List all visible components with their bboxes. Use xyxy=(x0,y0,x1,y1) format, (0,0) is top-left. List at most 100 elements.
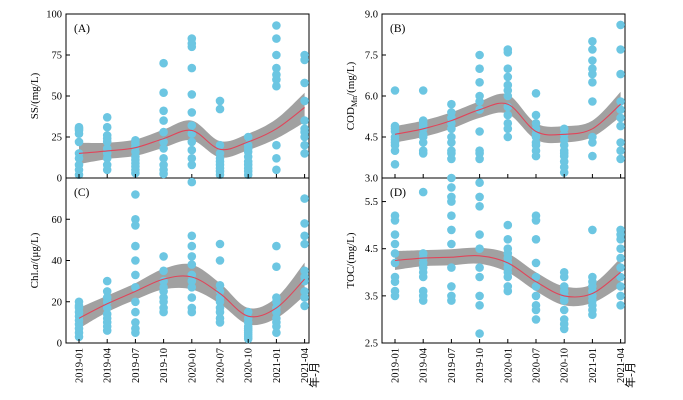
data-point xyxy=(272,297,281,307)
data-point xyxy=(300,149,309,158)
data-point xyxy=(159,169,168,179)
y-tick-label: 7.5 xyxy=(365,51,378,62)
data-point xyxy=(616,272,625,282)
data-point xyxy=(159,127,168,137)
x-tick-label: 2021-04 xyxy=(616,347,627,383)
data-point xyxy=(272,63,281,73)
x-tick-label: 2019-01 xyxy=(75,348,86,383)
x-tick-label: 2020-01 xyxy=(187,348,198,383)
y-tick-label: 2.5 xyxy=(365,339,378,350)
data-point xyxy=(447,124,456,134)
data-point xyxy=(447,225,456,235)
data-point xyxy=(187,283,197,292)
data-point xyxy=(74,137,84,147)
y-axis-label: SS/(mg/L) xyxy=(29,72,41,119)
data-point xyxy=(102,154,112,163)
data-point xyxy=(102,326,112,335)
data-point xyxy=(300,96,309,106)
data-point xyxy=(616,113,625,123)
data-point xyxy=(215,104,225,114)
data-point xyxy=(187,63,197,73)
data-point xyxy=(475,154,484,164)
x-tick-labels-left: 2019-01 2019-04 2019-07 2019-10 2020-01 2020-… xyxy=(75,347,312,383)
data-point xyxy=(475,127,484,136)
data-point xyxy=(531,258,541,268)
data-point xyxy=(300,116,309,125)
data-point xyxy=(503,235,513,244)
data-point xyxy=(159,266,168,276)
data-point xyxy=(390,277,400,287)
data-point xyxy=(475,263,484,272)
data-point xyxy=(588,225,597,235)
data-point xyxy=(447,173,456,183)
data-point xyxy=(616,235,625,244)
data-point xyxy=(300,78,309,88)
data-point xyxy=(215,96,225,106)
data-point xyxy=(447,154,456,164)
data-point xyxy=(588,45,597,54)
data-point xyxy=(390,146,400,155)
y-tick-label: 40 xyxy=(52,256,63,267)
data-point xyxy=(475,64,484,73)
data-point xyxy=(187,121,197,130)
data-point xyxy=(503,72,513,82)
data-point xyxy=(475,78,484,87)
data-point xyxy=(616,282,625,291)
data-point xyxy=(131,297,140,307)
data-point xyxy=(475,202,484,211)
data-point xyxy=(159,116,168,125)
data-point xyxy=(418,138,428,147)
data-point xyxy=(447,296,456,305)
x-unit-label-left: 年-月 xyxy=(307,362,321,388)
data-point xyxy=(300,266,309,276)
data-point xyxy=(159,287,168,296)
data-point xyxy=(418,86,428,95)
data-point xyxy=(215,239,225,249)
data-point xyxy=(131,283,140,292)
y-tick-label: 4.5 xyxy=(365,133,378,144)
data-point xyxy=(215,297,225,307)
x-tick-label: 2019-04 xyxy=(419,347,430,383)
data-point xyxy=(131,221,140,230)
data-point xyxy=(390,230,400,239)
data-point xyxy=(131,318,140,327)
data-point xyxy=(243,307,253,317)
data-point xyxy=(616,105,625,114)
y-tick-label: 3.0 xyxy=(365,174,378,185)
data-point xyxy=(475,244,484,253)
data-point xyxy=(418,187,428,197)
y-tick-label: 50 xyxy=(52,92,63,103)
data-point xyxy=(131,139,140,148)
data-point xyxy=(74,122,84,132)
data-point xyxy=(159,58,168,68)
data-point xyxy=(272,50,281,60)
data-point xyxy=(475,178,484,187)
data-point xyxy=(272,140,281,150)
data-point xyxy=(447,282,456,291)
data-point xyxy=(503,48,513,57)
data-point xyxy=(300,287,309,296)
data-point xyxy=(503,91,513,101)
y-tick-label: 100 xyxy=(46,10,62,21)
data-point xyxy=(531,110,541,120)
data-point xyxy=(475,230,484,239)
data-point xyxy=(131,168,140,178)
x-tick-label: 2020-07 xyxy=(532,348,543,383)
data-point xyxy=(616,253,625,263)
data-point xyxy=(503,220,513,230)
data-point xyxy=(616,146,625,155)
data-point xyxy=(418,149,428,158)
data-point xyxy=(447,183,456,192)
trend-line xyxy=(394,102,621,136)
data-point xyxy=(300,301,309,311)
data-point xyxy=(616,20,625,30)
data-point xyxy=(300,140,309,150)
data-point xyxy=(131,256,140,265)
data-point xyxy=(588,56,597,65)
panel-d: 2.5 3.5 4.5 5.5 (D) TOC/(mg/L) xyxy=(345,173,626,350)
data-point xyxy=(187,293,197,302)
data-point xyxy=(300,132,309,142)
data-point xyxy=(300,55,309,65)
y-tick-label: 6.0 xyxy=(365,92,378,103)
data-point xyxy=(187,252,197,261)
